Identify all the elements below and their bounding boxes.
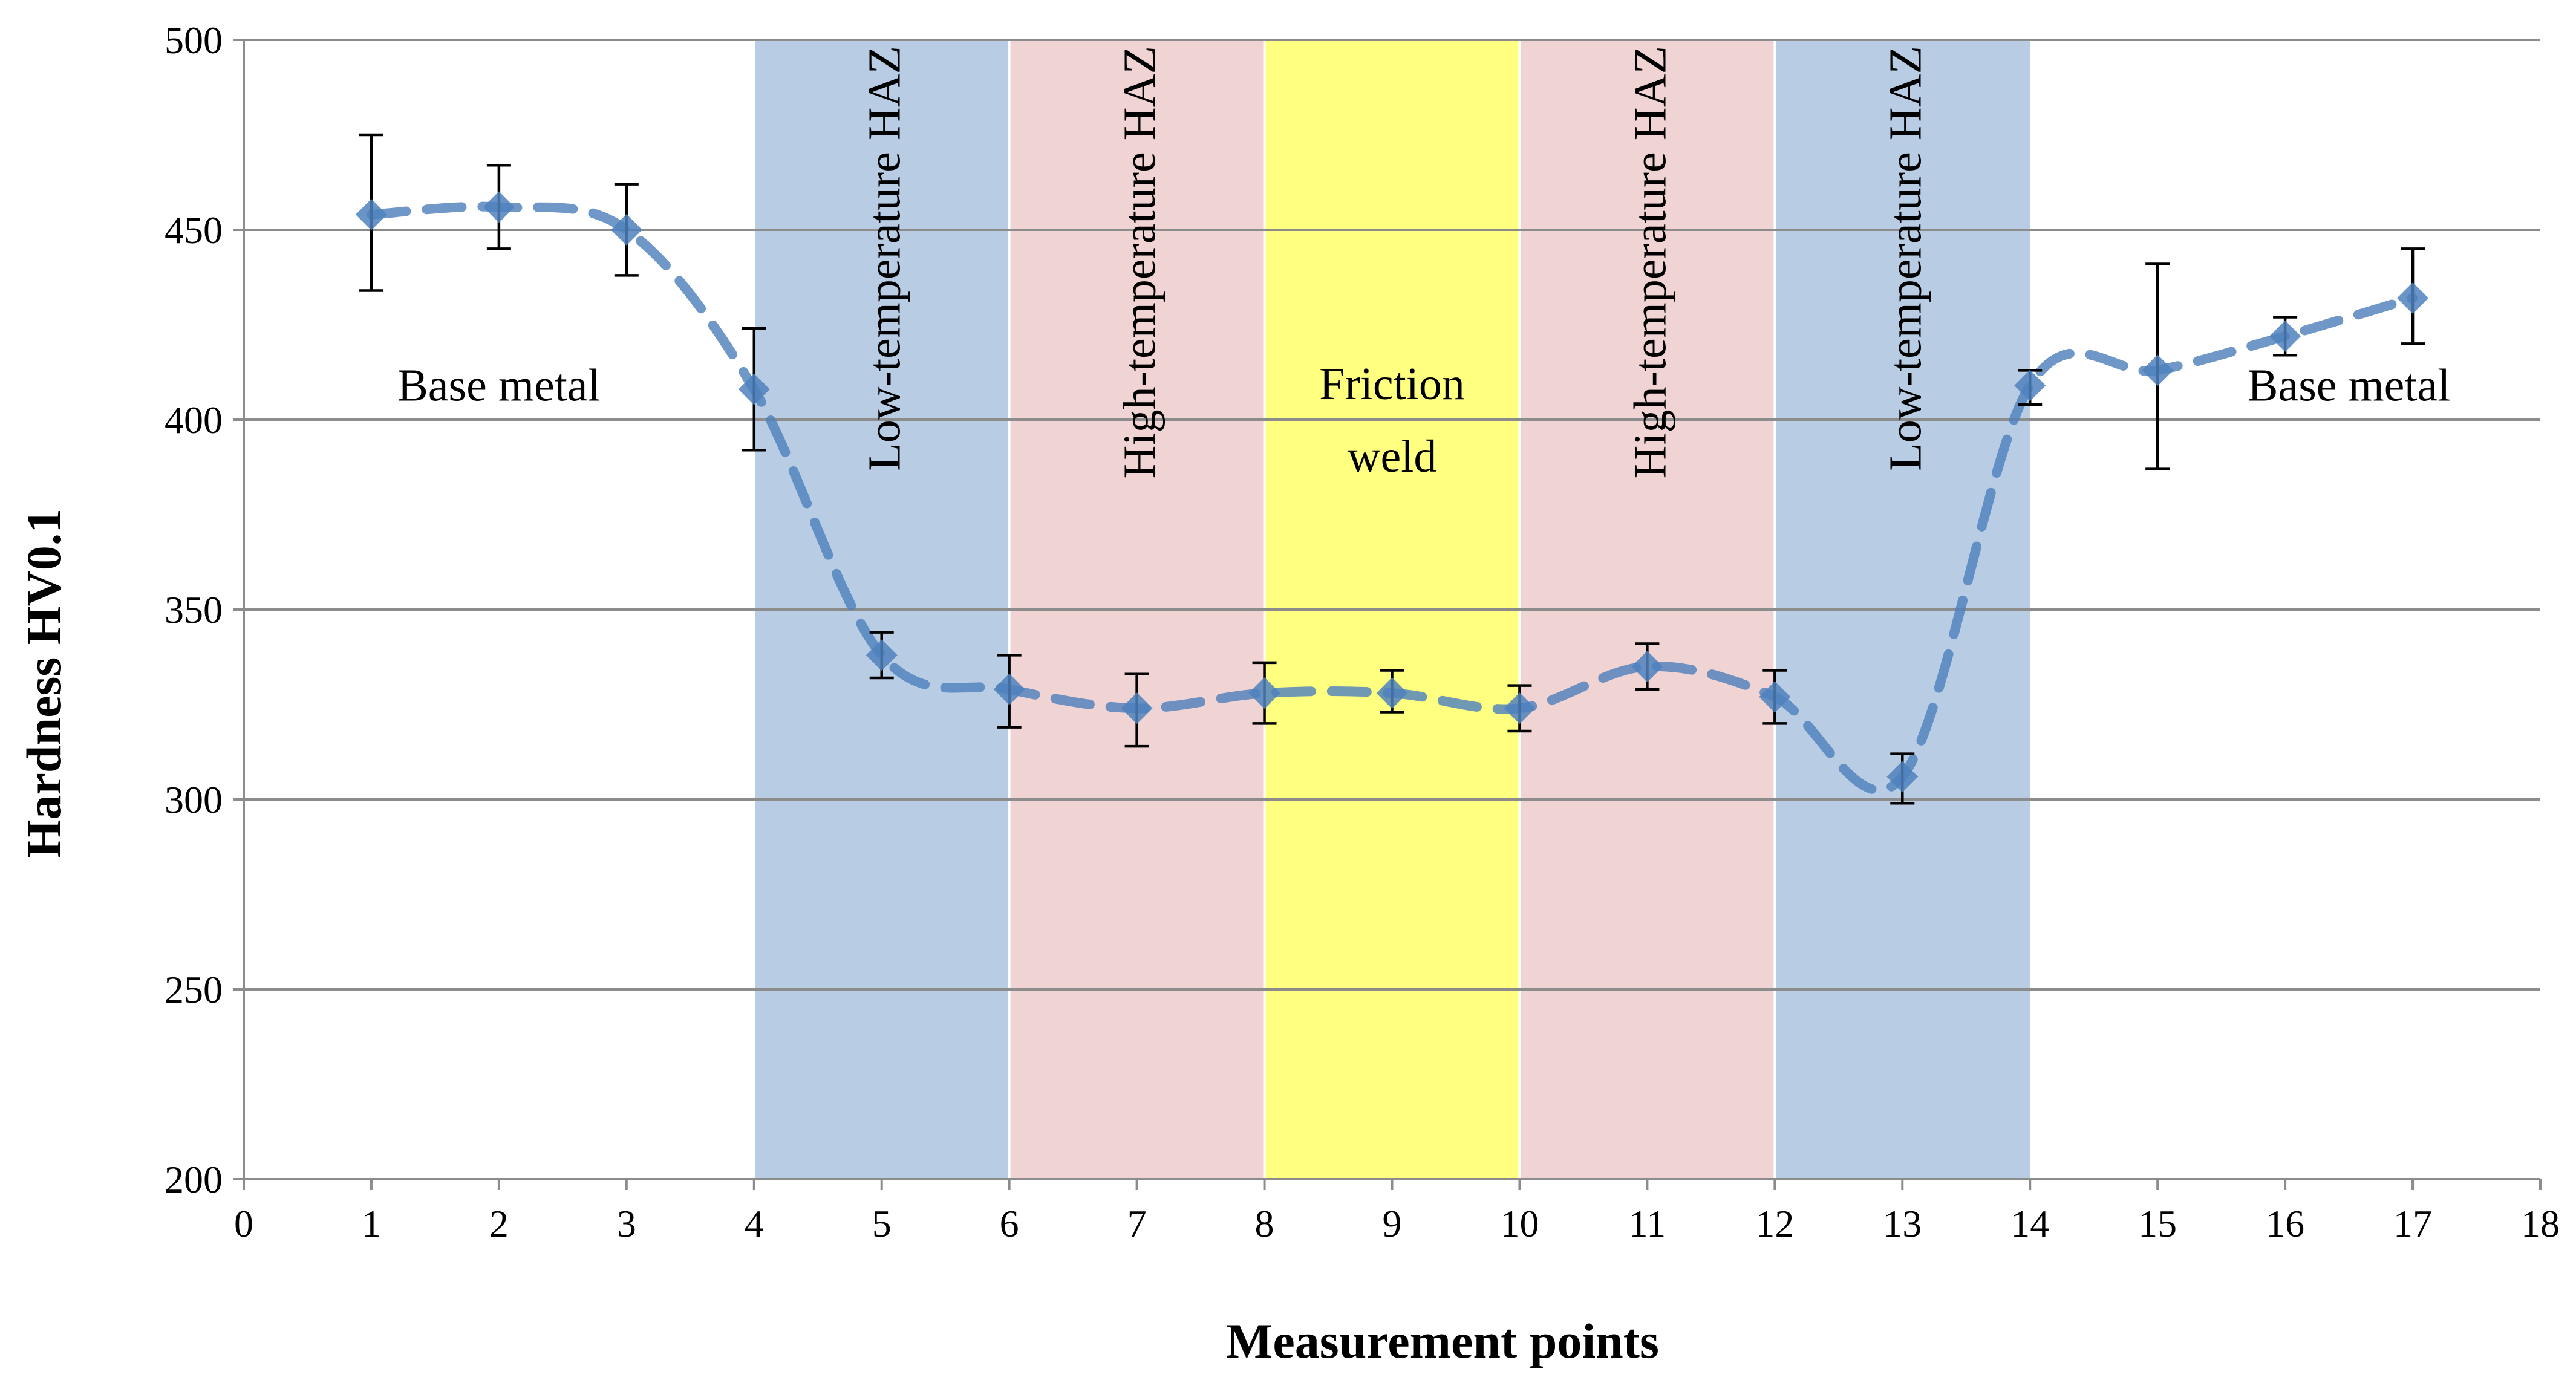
series-line-0 (366, 201, 2418, 795)
data-point-1 (355, 198, 387, 230)
annotation-0: Base metal (397, 360, 601, 411)
y-tick-label-350: 350 (165, 588, 223, 631)
data-point-3 (610, 214, 642, 246)
x-tick-label-9: 9 (1383, 1202, 1402, 1245)
x-tick-label-2: 2 (489, 1202, 509, 1245)
x-tick-label-1: 1 (362, 1202, 381, 1245)
y-tick-label-500: 500 (165, 19, 223, 62)
zone-label-3: High-temperature HAZ (1625, 46, 1675, 478)
x-tick-label-15: 15 (2138, 1202, 2177, 1245)
x-tick-label-3: 3 (617, 1202, 636, 1245)
x-tick-label-4: 4 (745, 1202, 764, 1245)
data-point-13 (1886, 761, 1919, 793)
x-tick-label-8: 8 (1255, 1202, 1274, 1245)
data-point-8 (1248, 677, 1280, 709)
annotation-1: Base metal (2248, 360, 2451, 411)
y-tick-label-400: 400 (165, 399, 223, 441)
data-point-11 (1631, 651, 1663, 683)
data-point-17 (2397, 282, 2429, 314)
y-tick-label-250: 250 (165, 968, 223, 1011)
x-tick-label-10: 10 (1500, 1202, 1539, 1245)
x-tick-label-5: 5 (872, 1202, 892, 1245)
zone-labels-layer: Low-temperature HAZ High-temperature HAZ F… (397, 46, 2450, 482)
y-tick-label-300: 300 (165, 778, 223, 821)
data-point-2 (483, 191, 515, 223)
zone-label-0: Low-temperature HAZ (859, 46, 910, 471)
x-axis-title: Measurement points (1226, 1313, 1659, 1368)
x-tick-label-16: 16 (2266, 1202, 2304, 1245)
zone-label-2: Friction weld (1319, 359, 1465, 482)
ticks-layer: 0 1 2 3 4 5 6 7 8 9 10 11 12 13 14 15 16 17 18200250300350… (165, 19, 2560, 1245)
y-axis-title: Hardness HV0.1 (16, 509, 71, 859)
data-point-12 (1759, 681, 1791, 713)
x-tick-label-18: 18 (2521, 1202, 2560, 1245)
zone-label-2-line-1: weld (1348, 431, 1437, 482)
zone-label-4: Low-temperature HAZ (1880, 46, 1931, 471)
x-tick-label-13: 13 (1883, 1202, 1922, 1245)
data-point-6 (993, 673, 1025, 705)
zone-label-1: High-temperature HAZ (1115, 46, 1166, 478)
x-tick-label-7: 7 (1127, 1202, 1147, 1245)
data-point-9 (1376, 677, 1408, 709)
data-point-14 (2014, 369, 2046, 402)
data-point-15 (2142, 354, 2174, 386)
data-point-16 (2269, 320, 2301, 352)
x-tick-label-12: 12 (1755, 1202, 1794, 1245)
x-tick-label-0: 0 (234, 1202, 253, 1245)
x-tick-label-6: 6 (1000, 1202, 1019, 1245)
zone-label-2-line-0: Friction (1319, 359, 1465, 409)
data-point-10 (1504, 692, 1536, 724)
x-tick-label-11: 11 (1629, 1202, 1666, 1245)
data-point-7 (1121, 692, 1153, 724)
y-tick-label-200: 200 (165, 1158, 223, 1201)
x-tick-label-17: 17 (2393, 1202, 2432, 1245)
y-tick-label-450: 450 (165, 209, 223, 252)
data-point-4 (738, 373, 770, 405)
data-point-5 (866, 639, 898, 671)
x-tick-label-14: 14 (2010, 1202, 2049, 1245)
series-layer (355, 133, 2429, 805)
